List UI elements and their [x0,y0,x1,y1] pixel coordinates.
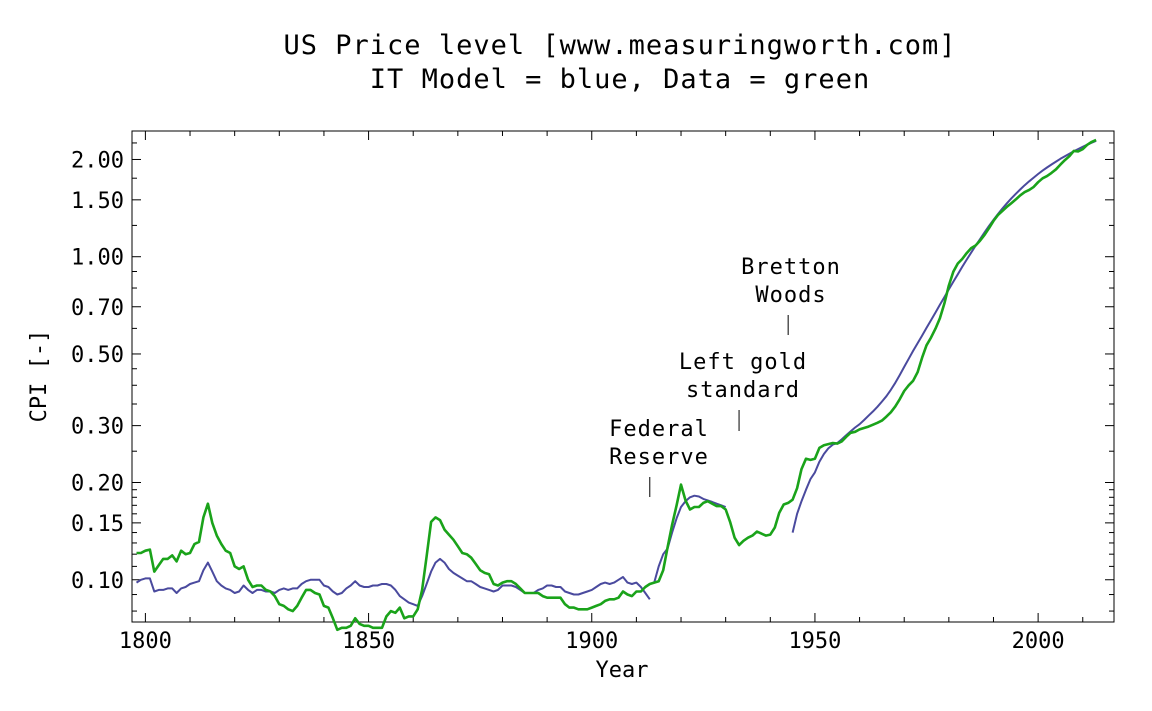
y-tick-label: 0.10 [71,569,124,594]
series-line-model [135,557,651,607]
chart-subtitle: IT Model = blue, Data = green [369,64,871,95]
series-layer [135,138,1097,632]
y-tick-label: 0.50 [71,343,124,368]
x-tick-label: 1850 [342,629,395,654]
annotation-label: standard [686,378,800,403]
y-tick-label: 0.15 [71,512,124,537]
x-tick-label: 2000 [1012,629,1065,654]
x-tick-label: 1950 [788,629,841,654]
series-line-data [136,138,1097,632]
x-tick-label: 1900 [565,629,618,654]
annotation-label: Federal [609,417,709,442]
y-tick-label: 1.50 [71,189,124,214]
annotation-label: Reserve [609,445,709,470]
y-tick-label: 0.20 [71,472,124,497]
annotation-label: Bretton [741,255,841,280]
x-axis-title: Year [596,658,649,683]
annotations: Federal Reserve Left gold standard Bretton Wo… [609,255,841,497]
y-axis-title: CPI [-] [27,330,52,423]
chart-title: US Price level [www.measuringworth.com] [283,30,957,61]
annotation-label: Left gold [679,350,807,375]
y-tick-label: 0.30 [71,415,124,440]
x-tick-label: 1800 [119,629,172,654]
series-line-model [791,139,1097,533]
axis-ticks: 1800 1850 1900 1950 2000 0.10 0.15 0.20 0.30 0.50… [71,131,1114,654]
y-tick-label: 0.70 [71,296,124,321]
plot-frame [131,130,1115,623]
annotation-label: Woods [755,283,826,308]
y-tick-label: 2.00 [71,148,124,173]
y-tick-label: 1.00 [71,246,124,271]
